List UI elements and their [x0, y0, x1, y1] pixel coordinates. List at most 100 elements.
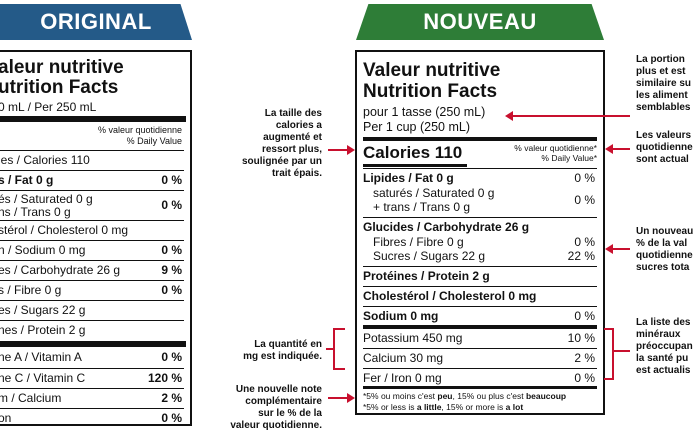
original-row-value: 0 %	[161, 243, 182, 257]
rule	[363, 168, 597, 169]
original-row-calories: ies / Calories 110	[0, 150, 184, 170]
mg-brace	[333, 328, 345, 370]
original-title-en: utrition Facts	[0, 77, 119, 98]
new-dv-header-fr: % valeur quotidienne*	[514, 143, 597, 153]
original-row-label: m / Calcium	[0, 391, 62, 405]
rule	[363, 286, 597, 287]
new-serving-fr: pour 1 tasse (250 mL)	[363, 105, 486, 119]
note-line: La taille des	[264, 108, 322, 119]
original-dv-header-en: % Daily Value	[126, 136, 182, 146]
original-thick-rule	[0, 341, 186, 347]
original-row-label: nes / Protein 2 g	[0, 323, 86, 337]
original-row-label: ne A / Vitamin A	[0, 350, 82, 364]
note-line: soulignée par un	[241, 156, 322, 167]
new-fibre-label: Fibres / Fibre 0 g	[373, 235, 464, 249]
new-thick-rule	[363, 325, 597, 329]
new-carbohydrate-label: Glucides / Carbohydrate 26 g	[363, 220, 529, 234]
original-row-label: s / Fat 0 g	[0, 173, 54, 187]
new-serving-en: Per 1 cup (250 mL)	[363, 120, 470, 134]
note-line: plus et est	[636, 66, 686, 77]
foot-text: *5% or less is	[363, 402, 417, 412]
original-row-sugars: es / Sugars 22 g	[0, 300, 184, 320]
portion-arrow	[505, 111, 630, 121]
new-calories-row: Calories 110 % valeur quotidienne* % Dai…	[363, 143, 597, 167]
note-line: quotidienne	[636, 142, 693, 153]
original-dv-header: % valeur quotidienne % Daily Value	[98, 125, 182, 147]
original-row-value: 0 %	[161, 350, 182, 364]
original-row-label: ies / Calories 110	[0, 153, 90, 167]
rule	[363, 266, 597, 267]
note-line: Les valeurs	[636, 130, 692, 141]
foot-emph: a little	[416, 402, 442, 412]
footnote-arrow	[328, 393, 355, 403]
original-row-vitamin-a: ne A / Vitamin A 0 %	[0, 348, 184, 368]
dv-arrow	[605, 144, 630, 154]
new-protein-label: Protéines / Protein 2 g	[363, 269, 490, 283]
new-saturated-value: 0 %	[574, 193, 595, 207]
new-thick-rule	[363, 386, 597, 389]
dv-annotation: Les valeurs quotidienne sont actual	[636, 130, 700, 166]
note-line: mg est indiquée.	[243, 351, 322, 362]
new-nutrition-label: Valeur nutritive Nutrition Facts pour 1 …	[355, 50, 605, 415]
new-trans-label: + trans / Trans 0 g	[373, 200, 471, 214]
original-row-calcium: m / Calcium 2 %	[0, 388, 184, 408]
new-calcium-label: Calcium 30 mg	[363, 351, 444, 365]
original-banner: ORIGINAL	[0, 4, 192, 40]
calories-arrow	[328, 145, 355, 155]
original-row-label: és / Saturated 0 g	[0, 192, 93, 206]
mg-annotation: La quantité en mg est indiquée.	[216, 339, 322, 363]
note-line: trait épais.	[271, 168, 322, 179]
original-thick-rule	[0, 116, 186, 122]
new-iron-label: Fer / Iron 0 mg	[363, 371, 442, 385]
new-footnote-fr: *5% ou moins c'est peu, 15% ou plus c'es…	[363, 391, 597, 402]
new-iron-value: 0 %	[574, 371, 595, 385]
note-line: La portion	[636, 54, 685, 65]
original-row-label2: ns / Trans 0 g	[0, 205, 71, 219]
original-row-protein: nes / Protein 2 g	[0, 320, 184, 340]
original-row-iron: on 0 %	[0, 408, 184, 424]
new-calcium-value: 2 %	[574, 351, 595, 365]
note-line: sucres tota	[636, 262, 690, 273]
original-nutrition-label: aleur nutritive utrition Facts 0 mL / Pe…	[0, 50, 192, 426]
note-line: Un nouveau	[636, 226, 694, 237]
note-line: les aliment	[636, 90, 688, 101]
new-fibre-value: 0 %	[574, 235, 595, 249]
new-sodium-value: 0 %	[574, 309, 595, 323]
portion-annotation: La portion plus et est similaire su les …	[636, 54, 700, 114]
original-row-value: 9 %	[161, 263, 182, 277]
sugar-annotation: Un nouveau % de la val quotidienne sucre…	[636, 226, 700, 274]
note-line: est actualis	[636, 365, 691, 376]
new-banner: NOUVEAU	[356, 4, 604, 40]
original-row-vitamin-c: ne C / Vitamin C 120 %	[0, 368, 184, 388]
minerals-brace	[604, 328, 614, 380]
note-line: similaire su	[636, 78, 692, 89]
rule	[363, 217, 597, 218]
note-line: quotidienne	[636, 250, 693, 261]
note-line: valeur quotidienne.	[230, 420, 322, 431]
minerals-brace-tick	[614, 350, 630, 352]
new-sugars-label: Sucres / Sugars 22 g	[373, 249, 486, 263]
original-row-value: 120 %	[147, 371, 182, 385]
foot-emph: peu	[437, 391, 453, 401]
sugar-arrow	[605, 244, 630, 254]
note-line: complémentaire	[245, 396, 322, 407]
new-saturated-label: saturés / Saturated 0 g	[373, 186, 495, 200]
new-footnote: *5% ou moins c'est peu, 15% ou plus c'es…	[363, 391, 597, 413]
foot-text: , 15% or more is	[441, 402, 506, 412]
note-line: % de la val	[636, 238, 688, 249]
new-fat-label: Lipides / Fat 0 g	[363, 171, 454, 185]
foot-emph: a lot	[505, 402, 524, 412]
original-row-fat: s / Fat 0 g 0 %	[0, 170, 184, 190]
original-row-fibre: s / Fibre 0 g 0 %	[0, 280, 184, 300]
new-calories: Calories 110	[363, 143, 463, 162]
note-line: La quantité en	[254, 339, 322, 350]
note-line: sur le % de la	[258, 408, 322, 419]
new-sugars-value: 22 %	[567, 249, 595, 263]
original-title-fr: aleur nutritive	[0, 57, 124, 78]
original-row-label: stérol / Cholesterol 0 mg	[0, 223, 129, 237]
note-line: La liste des	[636, 317, 691, 328]
note-line: la santé pu	[636, 353, 689, 364]
original-dv-header-fr: % valeur quotidienne	[97, 125, 182, 135]
new-fat-value: 0 %	[574, 171, 595, 185]
note-line: préoccupan	[636, 341, 693, 352]
